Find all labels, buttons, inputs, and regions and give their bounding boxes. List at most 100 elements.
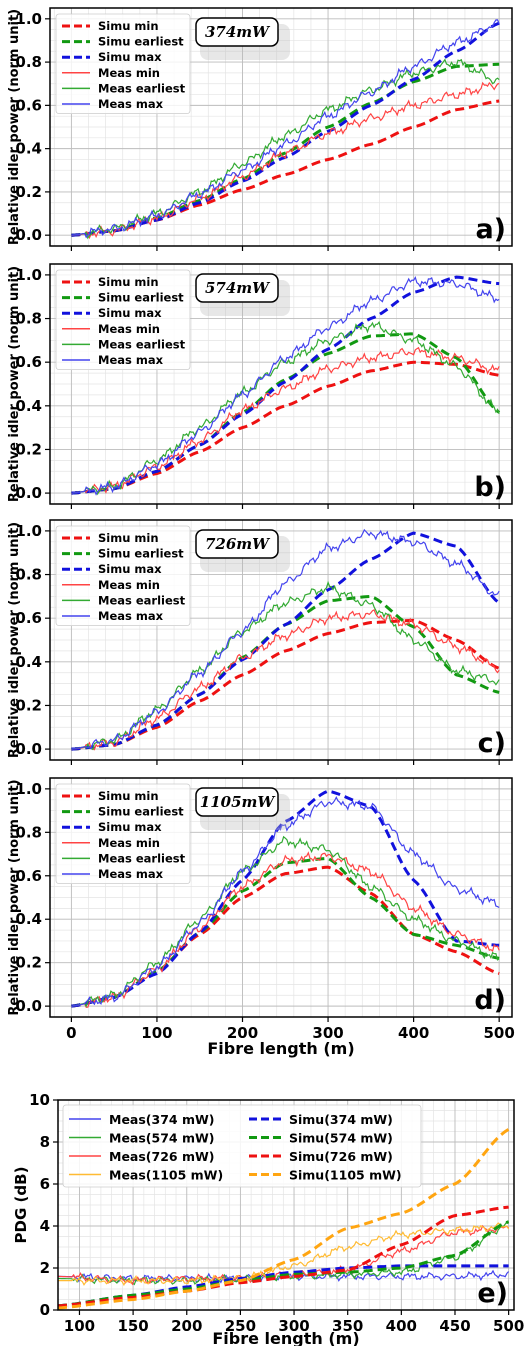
- legend-label: Meas(374 mW): [109, 1112, 214, 1127]
- x-axis-label: Fibre length (m): [212, 1329, 359, 1346]
- annotation-power: 1105mW: [200, 793, 277, 811]
- legend-label: Simu max: [98, 306, 162, 320]
- series-line: [58, 1220, 510, 1308]
- y-tick-label: 0.4: [15, 653, 42, 671]
- y-tick-label: 1.0: [15, 266, 42, 284]
- legend-label: Simu min: [98, 275, 159, 289]
- y-tick-label: 0.0: [15, 740, 42, 758]
- legend-label: Simu(726 mW): [289, 1149, 393, 1164]
- y-tick-label: 0.8: [15, 53, 42, 71]
- series-line: [71, 99, 500, 237]
- y-tick-label: 0.4: [15, 140, 42, 158]
- legend-label: Simu max: [98, 562, 162, 576]
- y-tick-label: 0.6: [15, 96, 42, 114]
- x-tick-label: 100: [141, 1024, 172, 1042]
- y-tick-label: 0.0: [15, 226, 42, 244]
- legend-label: Meas max: [98, 97, 164, 111]
- y-tick-label: 0: [40, 1301, 50, 1319]
- legend-label: Meas min: [98, 836, 160, 850]
- legend-label: Meas max: [98, 867, 164, 881]
- x-tick-label: 250: [225, 1317, 256, 1335]
- series-line: [71, 19, 500, 239]
- y-tick-label: 1.0: [15, 780, 42, 798]
- x-tick-label: 450: [439, 1317, 470, 1335]
- y-axis-label: Relative idler power (norm unit): [7, 779, 22, 1015]
- series-line: [58, 1128, 510, 1310]
- plot-frame: [49, 263, 513, 505]
- series-line: [71, 346, 500, 494]
- y-tick-label: 0.0: [15, 484, 42, 502]
- x-tick-label: 100: [64, 1317, 95, 1335]
- y-tick-label: 6: [40, 1175, 50, 1193]
- y-axis-label: Relative idler power (norm unit): [7, 522, 22, 758]
- y-tick-label: 0.8: [15, 566, 42, 584]
- series-group: [58, 1128, 510, 1310]
- series-line: [71, 531, 501, 751]
- y-tick-label: 10: [29, 1091, 50, 1109]
- legend-label: Meas max: [98, 609, 164, 623]
- y-tick-label: 1.0: [15, 10, 42, 28]
- legend-label: Simu earliest: [98, 805, 184, 819]
- series-line: [71, 58, 500, 240]
- legend-label: Simu(1105 mW): [289, 1168, 402, 1183]
- annotation-power: 574mW: [205, 279, 271, 297]
- series-line: [71, 795, 500, 1007]
- panel-d: 0 100 200 300 400 500 0.0 0.2 0.4 0.6 0.8 1.0Relati…: [7, 777, 515, 1058]
- y-tick-label: 1.0: [15, 522, 42, 540]
- annotation-box: [195, 273, 279, 303]
- series-group: [71, 275, 501, 496]
- panel-label: c): [478, 728, 506, 759]
- y-tick-label: 0.6: [15, 353, 42, 371]
- x-tick-label: 350: [332, 1317, 363, 1335]
- panel-label: e): [477, 1278, 508, 1309]
- legend-label: Simu min: [98, 531, 159, 545]
- legend-label: Simu max: [98, 820, 162, 834]
- legend-label: Meas min: [98, 322, 160, 336]
- x-tick-label: 500: [484, 1024, 515, 1042]
- y-tick-label: 2: [40, 1259, 50, 1277]
- series-line: [71, 609, 500, 751]
- annotation-box: [195, 787, 279, 817]
- x-tick-label: 150: [117, 1317, 148, 1335]
- annotation-power: 726mW: [205, 535, 271, 553]
- y-tick-label: 0.4: [15, 397, 42, 415]
- panel-e: 100 150 200 250 300 350 400 450 500 0 2 4 6 8 10 PDG (d…: [12, 1091, 524, 1346]
- y-axis-label: Relative idler power (norm unit): [7, 266, 22, 502]
- legend-label: Simu earliest: [98, 35, 184, 49]
- series-line: [71, 789, 500, 1008]
- plot-frame: [57, 1099, 515, 1311]
- series-line: [58, 1205, 509, 1308]
- panel-label: a): [475, 214, 506, 245]
- x-tick-label: 500: [493, 1317, 524, 1335]
- y-axis-label: PDG (dB): [12, 1167, 30, 1244]
- panel-label: d): [474, 985, 506, 1016]
- legend-label: Simu earliest: [98, 291, 184, 305]
- y-tick-label: 0.0: [15, 997, 42, 1015]
- y-tick-label: 0.8: [15, 310, 42, 328]
- legend-label: Meas earliest: [98, 337, 186, 351]
- series-group: [71, 19, 500, 240]
- legend: Meas(374 mW) Meas(574 mW) Meas(726 mW) Meas…: [62, 1104, 422, 1188]
- series-line: [71, 851, 500, 1008]
- y-tick-label: 0.2: [15, 183, 42, 201]
- series-line: [71, 580, 500, 751]
- series-line: [71, 835, 500, 1008]
- series-line: [71, 528, 500, 750]
- y-tick-label: 0.6: [15, 867, 42, 885]
- legend-label: Meas earliest: [98, 593, 186, 607]
- legend-label: Meas earliest: [98, 851, 186, 865]
- legend-label: Meas(1105 mW): [109, 1168, 223, 1183]
- x-tick-label: 200: [227, 1024, 258, 1042]
- x-tick-label: 300: [312, 1024, 343, 1042]
- panel-label: b): [474, 472, 506, 503]
- legend-label: Simu(374 mW): [289, 1112, 393, 1127]
- x-tick-label: 0: [66, 1024, 76, 1042]
- annotation-box: [195, 529, 279, 559]
- plot-frame: [49, 7, 513, 247]
- plot-frame: [49, 777, 513, 1018]
